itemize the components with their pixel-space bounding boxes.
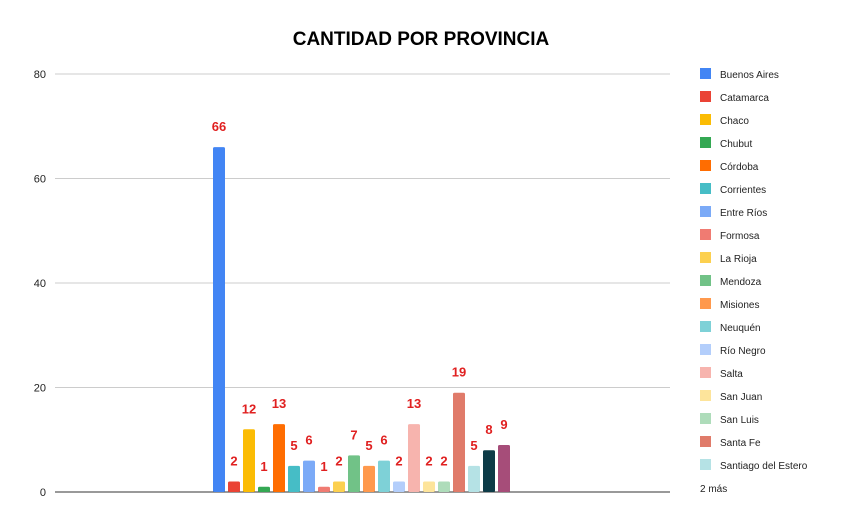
legend-swatch [700, 413, 711, 424]
bar[interactable] [468, 465, 480, 492]
data-label: 8 [485, 422, 492, 437]
y-tick-label: 80 [34, 69, 46, 81]
legend-swatch [700, 321, 711, 332]
bar[interactable] [348, 455, 360, 492]
bar[interactable] [318, 486, 330, 492]
bar[interactable] [438, 481, 450, 492]
data-label: 5 [365, 438, 372, 453]
y-tick-label: 0 [40, 487, 46, 499]
data-label: 1 [320, 459, 327, 474]
data-label: 7 [350, 427, 357, 442]
legend-swatch [700, 91, 711, 102]
legend-item-label[interactable]: Corrientes [720, 185, 766, 196]
legend-item-label[interactable]: La Rioja [720, 254, 757, 265]
data-label: 2 [395, 454, 402, 469]
y-tick-label: 20 [34, 383, 46, 395]
bar[interactable] [228, 481, 240, 492]
legend-swatch [700, 183, 711, 194]
legend-swatch [700, 298, 711, 309]
data-label: 66 [212, 119, 226, 134]
bar[interactable] [363, 465, 375, 492]
legend-swatch [700, 436, 711, 447]
bar[interactable] [273, 424, 285, 492]
legend-item-label[interactable]: Salta [720, 369, 743, 380]
legend-item-label[interactable]: Entre Ríos [720, 208, 767, 219]
bar[interactable] [378, 460, 390, 492]
bar[interactable] [393, 481, 405, 492]
legend-swatch [700, 229, 711, 240]
legend-item-label[interactable]: Córdoba [720, 162, 759, 173]
y-tick-label: 60 [34, 174, 46, 186]
data-label: 13 [272, 396, 286, 411]
legend[interactable]: Buenos Aires Catamarca Chaco Chubut Córdoba C… [700, 68, 808, 495]
bar[interactable] [288, 465, 300, 492]
bar[interactable] [213, 147, 225, 492]
legend-item-label[interactable]: San Juan [720, 392, 762, 403]
legend-more-link[interactable]: 2 más [700, 484, 727, 495]
legend-item-label[interactable]: Neuquén [720, 323, 761, 334]
legend-swatch [700, 114, 711, 125]
legend-item-label[interactable]: Santa Fe [720, 438, 761, 449]
legend-swatch [700, 367, 711, 378]
data-label: 1 [260, 459, 267, 474]
legend-swatch [700, 344, 711, 355]
y-tick-label: 40 [34, 278, 46, 290]
legend-swatch [700, 68, 711, 79]
legend-swatch [700, 459, 711, 470]
y-axis-ticks: 0 20 40 60 80 [34, 69, 46, 499]
legend-swatch [700, 137, 711, 148]
data-label: 2 [230, 454, 237, 469]
data-label: 9 [500, 417, 507, 432]
legend-item-label[interactable]: Chaco [720, 116, 749, 127]
grid-lines [55, 73, 670, 493]
legend-item-label[interactable]: Santiago del Estero [720, 461, 808, 472]
bar[interactable] [333, 481, 345, 492]
legend-item-label[interactable]: San Luis [720, 415, 759, 426]
data-label: 5 [290, 438, 297, 453]
legend-swatch [700, 160, 711, 171]
bar[interactable] [243, 429, 255, 492]
legend-item-label[interactable]: Catamarca [720, 93, 769, 104]
data-label: 6 [305, 433, 312, 448]
bar[interactable] [258, 486, 270, 492]
chart-title: CANTIDAD POR PROVINCIA [293, 29, 550, 50]
legend-swatch [700, 206, 711, 217]
bar[interactable] [408, 424, 420, 492]
data-label: 19 [452, 365, 466, 380]
legend-swatch [700, 275, 711, 286]
bars [213, 147, 510, 492]
data-label: 5 [470, 438, 477, 453]
legend-item-label[interactable]: Formosa [720, 231, 760, 242]
bar[interactable] [303, 460, 315, 492]
data-label: 12 [242, 401, 256, 416]
bar[interactable] [483, 450, 495, 492]
data-label: 2 [425, 454, 432, 469]
data-label: 2 [440, 454, 447, 469]
data-label: 2 [335, 454, 342, 469]
bar[interactable] [453, 392, 465, 492]
legend-item-label[interactable]: Chubut [720, 139, 752, 150]
bar[interactable] [498, 444, 510, 492]
bar[interactable] [423, 481, 435, 492]
legend-item-label[interactable]: Misiones [720, 300, 759, 311]
data-label: 13 [407, 396, 421, 411]
legend-swatch [700, 390, 711, 401]
legend-swatch [700, 252, 711, 263]
data-label: 6 [380, 433, 387, 448]
legend-item-label[interactable]: Buenos Aires [720, 70, 779, 81]
legend-item-label[interactable]: Río Negro [720, 346, 766, 357]
legend-item-label[interactable]: Mendoza [720, 277, 762, 288]
